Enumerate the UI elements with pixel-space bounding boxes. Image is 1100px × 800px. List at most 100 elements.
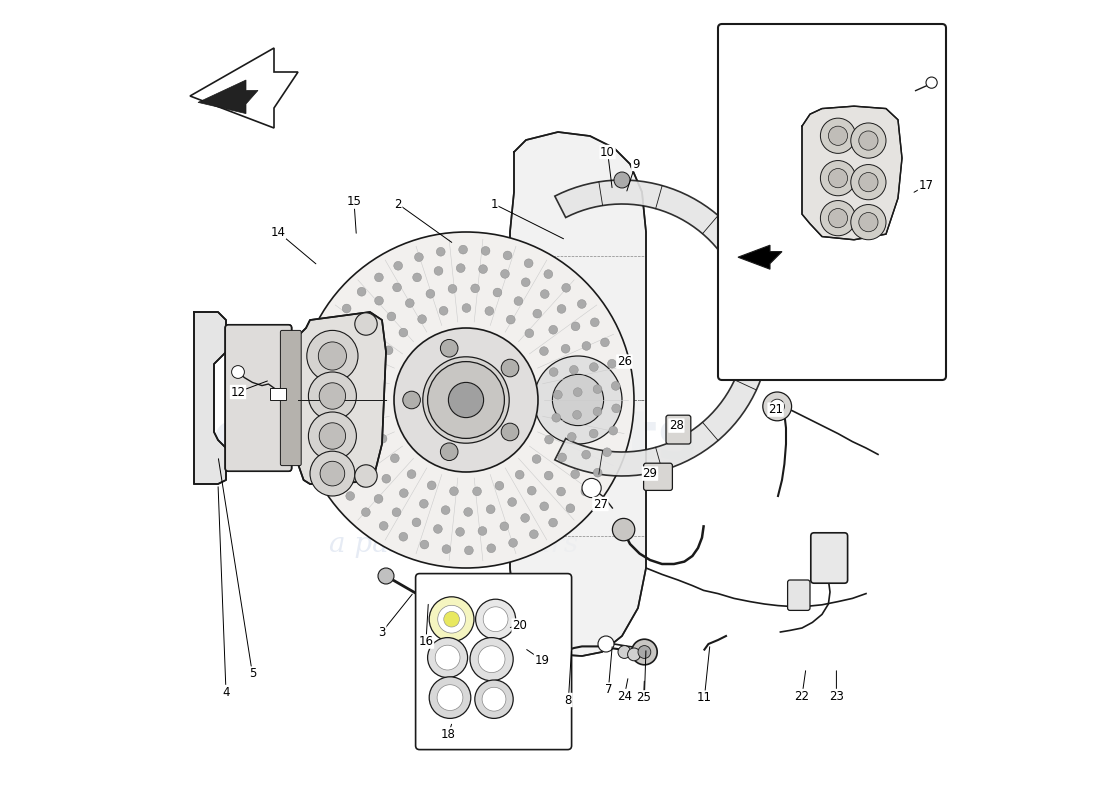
Circle shape [399, 532, 408, 541]
Circle shape [355, 465, 377, 487]
Circle shape [374, 366, 383, 375]
Text: 2: 2 [394, 198, 402, 210]
Circle shape [926, 77, 937, 88]
Circle shape [593, 385, 602, 394]
Circle shape [859, 213, 878, 232]
Circle shape [593, 407, 602, 416]
Text: 6: 6 [640, 691, 648, 704]
Circle shape [502, 423, 519, 441]
Circle shape [392, 508, 400, 517]
Circle shape [628, 648, 640, 661]
Circle shape [318, 342, 346, 370]
Text: 10: 10 [601, 146, 615, 158]
Circle shape [459, 246, 468, 254]
Circle shape [342, 304, 351, 313]
Circle shape [850, 205, 886, 240]
Circle shape [544, 471, 553, 480]
Circle shape [353, 370, 362, 378]
Circle shape [598, 636, 614, 652]
Circle shape [338, 351, 346, 360]
Circle shape [331, 418, 340, 426]
Circle shape [532, 310, 541, 318]
Circle shape [562, 283, 571, 292]
Circle shape [582, 478, 602, 498]
Circle shape [503, 251, 512, 260]
Circle shape [540, 290, 549, 298]
Circle shape [525, 329, 533, 338]
Circle shape [399, 328, 408, 337]
Text: 8: 8 [564, 694, 572, 706]
Circle shape [374, 273, 383, 282]
Circle shape [514, 297, 522, 306]
FancyBboxPatch shape [666, 415, 691, 444]
Circle shape [582, 342, 591, 350]
FancyBboxPatch shape [718, 24, 946, 380]
Circle shape [462, 304, 471, 313]
Text: 19: 19 [535, 654, 550, 666]
FancyBboxPatch shape [811, 533, 848, 583]
Circle shape [571, 322, 580, 330]
Circle shape [399, 489, 408, 498]
Circle shape [403, 391, 420, 409]
Circle shape [455, 527, 464, 536]
Bar [270, 388, 286, 400]
Circle shape [394, 328, 538, 472]
Circle shape [440, 443, 458, 461]
Circle shape [553, 390, 562, 399]
Circle shape [549, 518, 558, 527]
Circle shape [232, 366, 244, 378]
Circle shape [379, 522, 388, 530]
Circle shape [591, 318, 600, 326]
Circle shape [573, 410, 582, 419]
Circle shape [362, 508, 371, 517]
Circle shape [593, 468, 602, 477]
Circle shape [508, 498, 517, 506]
Polygon shape [738, 245, 782, 269]
Polygon shape [194, 312, 226, 484]
Polygon shape [554, 180, 770, 476]
Text: 25: 25 [636, 691, 651, 704]
Circle shape [308, 412, 356, 460]
Circle shape [508, 538, 517, 547]
Polygon shape [198, 80, 258, 114]
Circle shape [568, 433, 576, 442]
Circle shape [549, 368, 558, 377]
Circle shape [429, 597, 474, 642]
FancyBboxPatch shape [416, 574, 572, 750]
Circle shape [412, 273, 421, 282]
Circle shape [312, 410, 321, 418]
Circle shape [850, 123, 886, 158]
Circle shape [422, 357, 509, 443]
Text: 21: 21 [768, 403, 783, 416]
Circle shape [378, 434, 387, 443]
Circle shape [470, 638, 514, 681]
Circle shape [307, 330, 358, 382]
Circle shape [828, 169, 848, 188]
Text: 1: 1 [491, 198, 497, 210]
Circle shape [544, 435, 553, 444]
Circle shape [525, 259, 533, 268]
Text: 12: 12 [231, 386, 245, 398]
Circle shape [549, 326, 558, 334]
Circle shape [552, 414, 561, 422]
Circle shape [450, 487, 459, 496]
Circle shape [603, 448, 612, 457]
Text: 26: 26 [617, 355, 631, 368]
Circle shape [566, 504, 575, 513]
Circle shape [471, 284, 480, 293]
FancyBboxPatch shape [226, 325, 292, 471]
Circle shape [359, 313, 367, 322]
Circle shape [561, 344, 570, 353]
Circle shape [770, 399, 784, 414]
Circle shape [475, 680, 514, 718]
Circle shape [521, 278, 530, 286]
Circle shape [372, 329, 381, 338]
Circle shape [375, 296, 384, 305]
Text: 24: 24 [617, 690, 631, 702]
Text: eurocarparts: eurocarparts [211, 407, 697, 473]
Text: 16: 16 [418, 635, 433, 648]
Circle shape [437, 247, 446, 256]
Circle shape [493, 288, 502, 297]
Circle shape [473, 487, 482, 496]
Circle shape [345, 492, 354, 501]
